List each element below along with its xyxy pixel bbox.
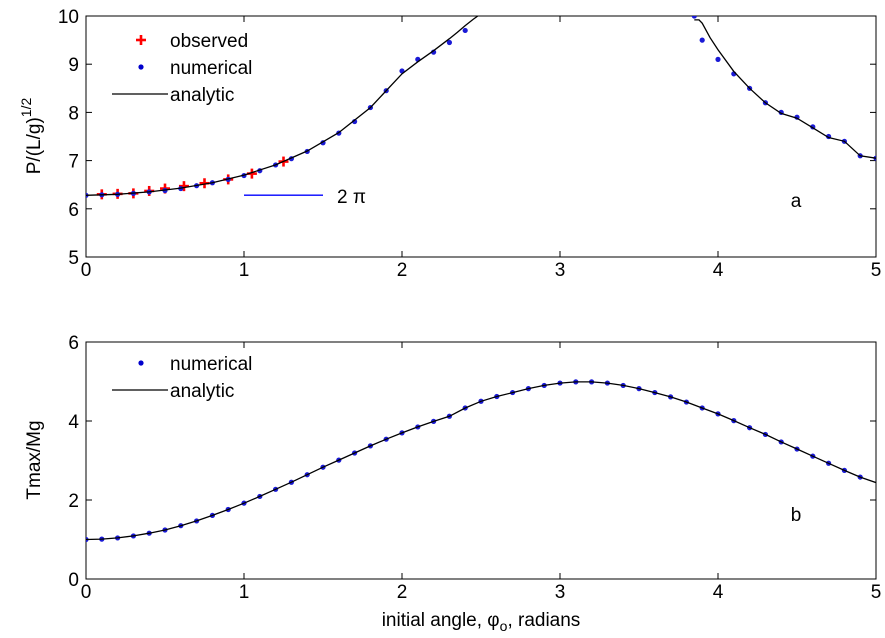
legend: numerical analytic — [112, 354, 252, 402]
analytic-line — [86, 381, 876, 541]
y-axis-label: P/(L/g)1/2 — [18, 98, 45, 175]
y-tick-label: 7 — [68, 152, 79, 173]
numerical-point — [715, 56, 721, 62]
legend-label: analytic — [170, 381, 234, 402]
y-tick-label: 6 — [68, 333, 79, 354]
y-tick-label: 4 — [68, 412, 79, 433]
numerical-point — [352, 118, 358, 125]
panel-a-chart: 0 1 2 3 4 5 5 6 7 8 9 10 2 π observed numerical analyti… — [18, 7, 881, 281]
reference-line-label: 2 π — [337, 187, 366, 208]
legend-plus-marker — [136, 35, 146, 45]
legend-label: numerical — [170, 354, 252, 375]
x-tick-label: 1 — [239, 260, 250, 281]
x-tick-label: 2 — [397, 260, 408, 281]
y-tick-label: 0 — [68, 570, 79, 591]
y-axis-label-text: Tmax/Mg — [24, 420, 45, 499]
panel-letter: b — [791, 505, 802, 526]
y-tick-label: 6 — [68, 200, 79, 221]
y-axis-label-superscript: 1/2 — [18, 98, 34, 118]
x-tick-label: 4 — [713, 260, 724, 281]
y-axis-label-text: P/(L/g) — [24, 117, 45, 174]
x-tick-label: 5 — [871, 260, 882, 281]
y-axis-label: Tmax/Mg — [24, 420, 45, 499]
plot-area — [86, 379, 876, 543]
x-tick-label: 2 — [397, 582, 408, 603]
y-tick-label: 2 — [68, 491, 79, 512]
x-tick-label: 3 — [555, 582, 566, 603]
legend-dot-marker — [138, 64, 144, 70]
x-axis-label-subscript: o — [500, 618, 508, 634]
y-tick-label: 5 — [68, 248, 79, 269]
y-tick-label: 9 — [68, 55, 79, 76]
plot-frame — [85, 341, 877, 580]
x-tick-label: 3 — [555, 260, 566, 281]
x-tick-label: 4 — [713, 582, 724, 603]
legend: observed numerical analytic — [112, 31, 252, 106]
legend-label: analytic — [170, 85, 234, 106]
x-tick-label: 5 — [871, 582, 882, 603]
x-axis-label-text: initial angle, φ — [382, 610, 500, 631]
numerical-point — [691, 16, 697, 19]
numerical-point — [446, 39, 452, 46]
numerical-point — [462, 27, 468, 34]
legend-label: observed — [170, 31, 248, 52]
x-axis-label: initial angle, φo, radians — [382, 610, 581, 634]
analytic-line — [694, 19, 876, 159]
x-tick-label: 1 — [239, 582, 250, 603]
panel-letter: a — [791, 191, 802, 212]
y-tick-label: 10 — [58, 7, 79, 28]
legend-dot-marker — [138, 360, 144, 366]
x-tick-label: 0 — [81, 260, 92, 281]
x-axis-label-suffix: , radians — [507, 610, 580, 631]
analytic-line — [86, 16, 479, 196]
plot-area — [86, 16, 876, 200]
plot-frame — [85, 15, 877, 258]
x-tick-label: 0 — [81, 582, 92, 603]
numerical-point — [699, 37, 705, 43]
legend-label: numerical — [170, 58, 252, 79]
panel-b-chart: 0 1 2 3 4 5 0 2 4 6 numerical analytic b Tmax/Mg initi… — [24, 333, 881, 634]
y-tick-label: 8 — [68, 103, 79, 124]
